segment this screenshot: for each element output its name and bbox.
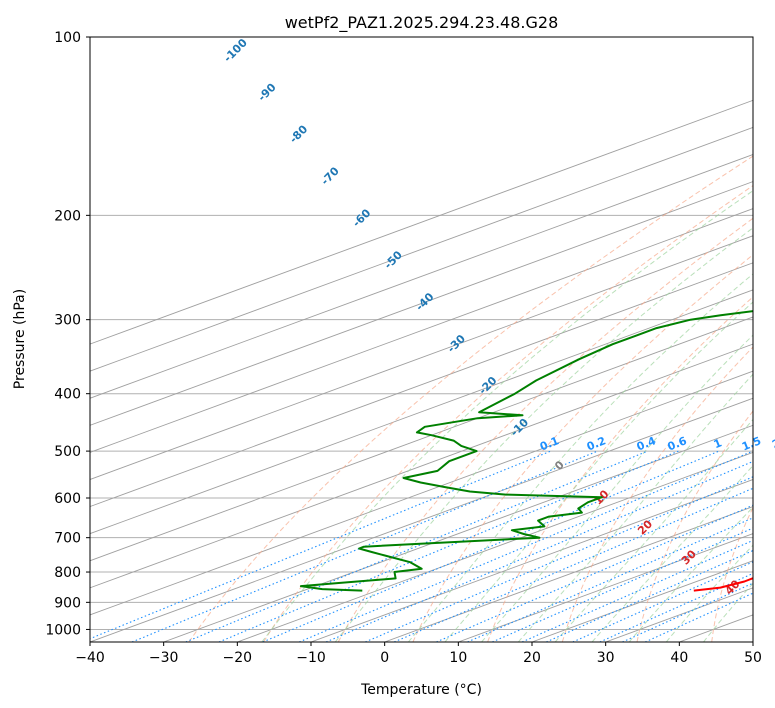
dry-adiabat--30 [188, 155, 753, 642]
profile-dewpoint [299, 310, 753, 592]
x-tick-label: 10 [449, 650, 467, 666]
isotherm--20 [237, 451, 753, 642]
mixing-ratio-line-0.2 [131, 450, 598, 642]
dry-adiabat--20 [263, 185, 753, 642]
x-tick-label: −30 [149, 650, 179, 666]
moist-adiabat-20 [554, 418, 753, 642]
mixing-ratio-line-6 [436, 504, 753, 642]
diagonal-label-blue: -10 [508, 416, 531, 439]
x-tick-label: 40 [670, 650, 688, 666]
diagonal-label-blue: -40 [413, 290, 436, 313]
mixing-ratio-line-2 [325, 460, 753, 642]
y-tick-label: 1000 [45, 622, 81, 638]
isotherm--100 [90, 235, 753, 480]
plot-frame [89, 36, 754, 643]
x-tick-label: 0 [380, 650, 389, 666]
y-tick-label: 200 [54, 208, 81, 224]
x-tick-label: 30 [597, 650, 615, 666]
moist-adiabat-15 [517, 373, 753, 642]
moist-adiabat-10 [481, 334, 753, 642]
y-axis-ticks: 100 200 300 400 500 600 700 800 900 1000 [45, 30, 90, 638]
x-tick-label: −20 [223, 650, 253, 666]
moist-adiabat-0 [408, 273, 753, 642]
diagonal-label-blue: -80 [287, 122, 310, 145]
isotherm--30 [163, 424, 753, 642]
mixing-ratio-line-0.4 [185, 450, 648, 642]
moist-adiabat--10 [334, 227, 753, 642]
mixing-ratio-line-25 [599, 572, 753, 642]
y-tick-label: 500 [54, 444, 81, 460]
y-axis-label: Pressure (hPa) [12, 289, 28, 389]
diagonal-label-red: 30 [679, 547, 699, 567]
mixing-ratio-label: 2 [770, 436, 775, 451]
dry-adiabat--10 [337, 217, 753, 642]
dry-adiabat-0 [412, 254, 753, 642]
line-labels: 0.10.20.40.611.52346810131620253036-100-… [221, 36, 775, 598]
x-axis-label: Temperature (°C) [360, 682, 482, 698]
diagonal-label-blue: -70 [319, 164, 342, 187]
isotherm-10 [458, 533, 753, 642]
background-lines [90, 37, 753, 642]
mixing-ratio-line-0.6 [218, 450, 679, 642]
dry-adiabat-10 [487, 296, 753, 642]
x-tick-label: 50 [744, 650, 762, 666]
mixing-ratio-line-3 [365, 476, 753, 642]
x-axis-ticks: −40 −30 −20 −10 0 10 20 30 40 50 [75, 642, 762, 666]
y-tick-label: 700 [54, 531, 81, 547]
dry-adiabat-20 [561, 346, 753, 642]
moist-adiabat-25 [591, 464, 753, 642]
isotherm--10 [310, 479, 753, 642]
isotherm--40 [90, 397, 753, 642]
diagonal-label-blue: -90 [255, 81, 278, 104]
y-tick-label: 800 [54, 565, 81, 581]
diagonal-label-blue: -60 [350, 206, 373, 229]
mixing-ratio-line-16 [546, 549, 753, 642]
x-tick-label: −40 [75, 650, 105, 666]
profiles [299, 310, 753, 592]
mixing-ratio-line-20 [572, 561, 753, 642]
mixing-ratio-label: 1.5 [740, 434, 763, 453]
mixing-ratio-line-1.5 [298, 450, 753, 642]
moist-adiabat-40 [703, 582, 753, 642]
isotherm--50 [90, 370, 753, 616]
isotherm--150 [90, 99, 753, 345]
mixing-ratio-line-1 [262, 450, 720, 642]
isotherm--80 [90, 289, 753, 535]
isotherm--60 [90, 343, 753, 589]
isotherm--110 [90, 208, 753, 453]
mixing-ratio-label: 1 [712, 436, 724, 451]
y-tick-label: 600 [54, 491, 81, 507]
y-tick-label: 400 [54, 387, 81, 403]
isotherm--140 [90, 126, 753, 372]
moist-adiabat--20 [261, 190, 753, 642]
isotherm-0 [384, 506, 753, 642]
dry-adiabat-40 [711, 506, 753, 642]
chart-title: wetPf2_PAZ1.2025.294.23.48.G28 [285, 13, 559, 33]
diagonal-label-blue: -50 [382, 248, 405, 271]
dry-adiabat-30 [636, 410, 753, 642]
isotherm-50 [752, 641, 753, 642]
isotherm-20 [531, 560, 753, 642]
y-tick-label: 900 [54, 595, 81, 611]
isotherm--90 [90, 262, 753, 508]
moist-adiabat-35 [665, 544, 753, 642]
mixing-ratio-line-36 [644, 592, 753, 642]
isotherm--120 [90, 181, 753, 426]
mixing-ratio-line-8 [467, 517, 753, 642]
y-tick-label: 300 [54, 313, 81, 329]
diagonal-label-red: 40 [723, 577, 743, 597]
diagonal-label-blue: -30 [445, 332, 468, 355]
isotherm--130 [90, 154, 753, 399]
y-tick-label: 100 [54, 30, 81, 46]
isotherm--70 [90, 316, 753, 562]
x-tick-label: 20 [523, 650, 541, 666]
diagonal-label-blue: -100 [221, 36, 250, 65]
mixing-ratio-line-30 [622, 582, 753, 642]
mixing-ratio-line-13 [521, 539, 753, 642]
x-tick-label: −10 [296, 650, 326, 666]
